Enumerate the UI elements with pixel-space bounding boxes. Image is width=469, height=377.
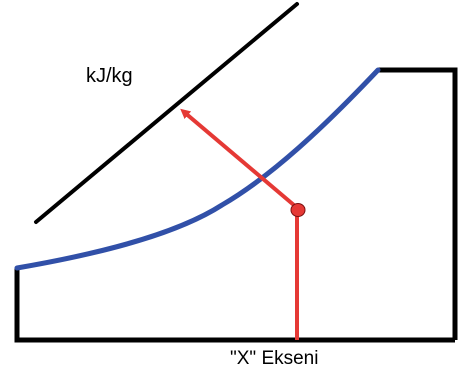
scale-line	[34, 2, 299, 224]
scale-label: kJ/kg	[86, 65, 133, 87]
state-point	[290, 203, 306, 217]
arrow-to-scale	[180, 108, 297, 208]
x-axis-label: "X" Ekseni	[230, 348, 318, 369]
frame-outline-left	[14, 268, 455, 343]
frame-outline-right	[378, 67, 458, 340]
blue-curve	[14, 67, 381, 271]
